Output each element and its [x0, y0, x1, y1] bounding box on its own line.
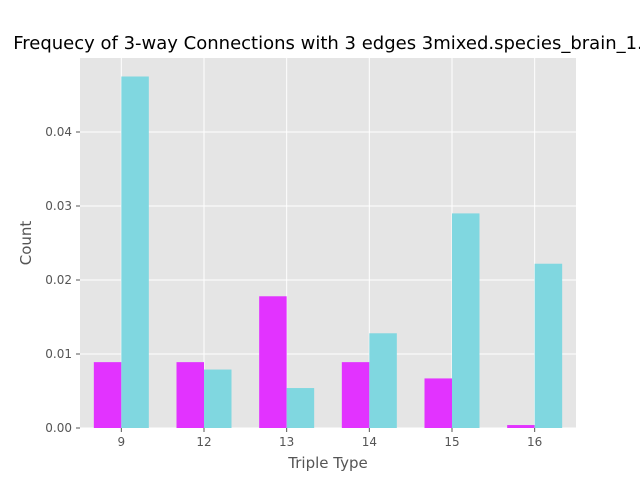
x-tick-label: 12 [196, 435, 211, 449]
y-tick-label: 0.00 [45, 421, 72, 435]
bar-series-2-9 [121, 76, 149, 428]
bar-series-2-13 [286, 388, 315, 428]
y-axis-ticks: 0.00 0.01 0.02 0.03 0.04 [45, 125, 80, 435]
x-axis-ticks: 9 12 13 14 15 16 [118, 428, 542, 449]
y-axis-label: Count [17, 221, 35, 266]
bar-series-2-15 [452, 213, 480, 428]
bar-series-2-14 [369, 333, 397, 428]
x-tick-label: 15 [444, 435, 459, 449]
y-tick-label: 0.03 [45, 199, 72, 213]
bar-series-1-14 [341, 362, 370, 428]
bar-series-1-16 [507, 425, 535, 428]
bar-series-1-13 [259, 296, 287, 428]
bar-series-1-12 [176, 362, 204, 428]
x-axis-label: Triple Type [287, 454, 367, 472]
bar-series-1-15 [424, 378, 452, 428]
plot-area [80, 58, 576, 428]
x-tick-label: 13 [279, 435, 294, 449]
bars [93, 76, 563, 428]
bar-series-1-9 [93, 362, 122, 428]
bar-series-2-16 [534, 263, 563, 428]
x-tick-label: 9 [118, 435, 126, 449]
y-tick-label: 0.04 [45, 125, 72, 139]
chart-title: Frequecy of 3-way Connections with 3 edg… [13, 33, 640, 54]
x-tick-label: 16 [527, 435, 542, 449]
y-tick-label: 0.02 [45, 273, 72, 287]
bar-series-2-12 [204, 369, 232, 428]
y-tick-label: 0.01 [45, 347, 72, 361]
x-tick-label: 14 [362, 435, 377, 449]
